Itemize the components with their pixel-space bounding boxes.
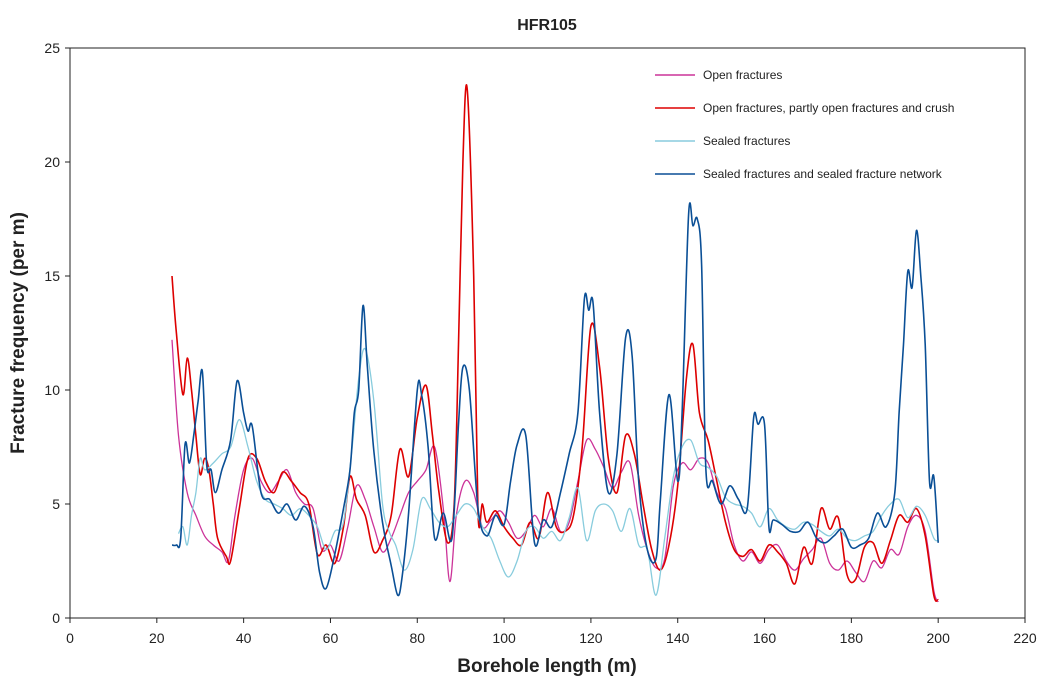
x-tick-label: 220 — [1013, 630, 1037, 646]
y-tick-label: 5 — [52, 496, 60, 512]
legend: Open fractures Open fractures, partly ope… — [655, 68, 954, 181]
x-tick-label: 120 — [579, 630, 603, 646]
x-tick-label: 80 — [409, 630, 425, 646]
series-lines — [171, 84, 939, 603]
series-line-sealed-fractures — [177, 347, 939, 596]
x-tick-label: 140 — [666, 630, 690, 646]
x-axis: 0 20 40 60 80 100 120 140 160 180 200 220 — [66, 618, 1037, 646]
x-tick-label: 200 — [927, 630, 951, 646]
x-tick-label: 20 — [149, 630, 165, 646]
y-tick-label: 15 — [44, 268, 60, 284]
x-tick-label: 180 — [840, 630, 864, 646]
plot-area — [69, 47, 1026, 619]
chart-title: HFR105 — [517, 17, 577, 34]
y-tick-label: 0 — [52, 610, 60, 626]
plot-border — [69, 47, 1026, 619]
y-tick-label: 10 — [44, 382, 60, 398]
series-line-open-partly-open-crush — [171, 84, 939, 602]
x-tick-label: 160 — [753, 630, 777, 646]
series-line-open-fractures — [171, 339, 939, 603]
y-axis: 0 5 10 15 20 25 — [44, 40, 70, 626]
x-tick-label: 0 — [66, 630, 74, 646]
legend-label-sealed-fractures: Sealed fractures — [703, 134, 790, 148]
legend-label-open-fractures: Open fractures — [703, 68, 782, 82]
x-axis-label: Borehole length (m) — [457, 656, 636, 677]
series-line-sealed-fracture-network — [171, 202, 939, 597]
x-tick-label: 60 — [323, 630, 339, 646]
y-tick-label: 20 — [44, 154, 60, 170]
x-tick-label: 40 — [236, 630, 252, 646]
y-axis-label: Fracture frequency (per m) — [8, 212, 29, 454]
x-tick-label: 100 — [492, 630, 516, 646]
y-tick-label: 25 — [44, 40, 60, 56]
legend-label-sealed-fracture-network: Sealed fractures and sealed fracture net… — [703, 167, 943, 181]
legend-label-open-partly-open-crush: Open fractures, partly open fractures an… — [703, 101, 954, 115]
